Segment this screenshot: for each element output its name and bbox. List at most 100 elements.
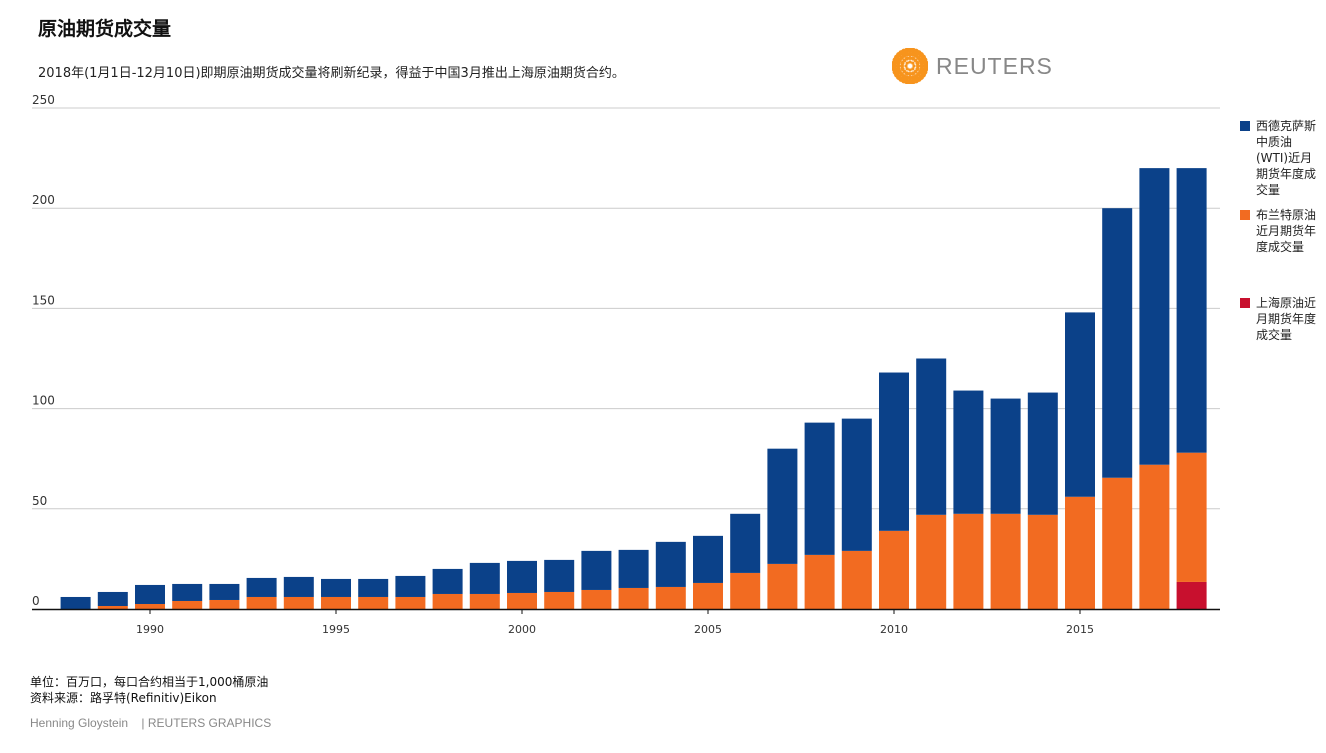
bar-segment	[693, 582, 723, 609]
logo-dot	[911, 67, 915, 71]
bar-segment	[97, 591, 128, 606]
y-tick-label: 0	[32, 594, 40, 608]
bar-segment	[209, 583, 240, 600]
bar-segment	[60, 596, 91, 609]
logo-dot	[908, 56, 912, 60]
logo-dot	[905, 67, 909, 71]
y-tick-label: 50	[32, 494, 47, 508]
bar-segment	[283, 596, 314, 609]
bar-segment	[693, 535, 723, 583]
bar-segment	[135, 603, 165, 609]
bar-segment	[879, 372, 909, 531]
logo-dot	[911, 61, 915, 65]
legend-label: 上海原油近月期货年度成交量	[1256, 296, 1317, 342]
unit-note: 单位：百万口，每口合约相当于1,000桶原油	[30, 675, 269, 689]
bar-segment	[916, 514, 947, 609]
bar-segment	[395, 596, 426, 609]
x-tick-label: 2010	[880, 623, 908, 636]
credit-org: | REUTERS GRAPHICS	[141, 716, 272, 730]
bar-segment	[655, 586, 686, 609]
chart-title: 原油期货成交量	[38, 18, 172, 40]
bar-segment	[97, 605, 128, 609]
x-tick-label: 1995	[322, 623, 350, 636]
bar-segment	[1139, 168, 1170, 465]
logo-dot	[905, 61, 909, 65]
bar-segment	[1065, 312, 1095, 497]
bar-segment	[1176, 168, 1207, 453]
bar-segment	[879, 530, 909, 609]
bar-segment	[321, 596, 351, 609]
bar-segment	[544, 591, 575, 609]
logo-dot	[900, 64, 904, 68]
legend-label: 西德克萨斯中质油(WTI)近月期货年度成交量	[1256, 119, 1317, 197]
bar-segment	[209, 599, 240, 609]
credit-author: Henning Gloystein	[30, 716, 129, 730]
bar-segment	[841, 418, 872, 551]
logo-dot	[908, 68, 912, 72]
logo-dot	[911, 71, 916, 76]
bar-segment	[841, 550, 872, 609]
legend-item-brent: 布兰特原油近月期货年度成交量	[1240, 207, 1320, 255]
y-tick-label: 250	[32, 93, 55, 107]
bar-segment	[395, 575, 426, 597]
x-tick-label: 2015	[1066, 623, 1094, 636]
bar-segment	[507, 560, 537, 593]
logo-dot	[904, 64, 908, 68]
y-tick-label: 200	[32, 193, 55, 207]
bar-segment	[730, 513, 761, 573]
x-tick-label: 1990	[136, 623, 164, 636]
bar-segment	[469, 562, 500, 594]
bar-segment	[1027, 392, 1058, 515]
bar-segment	[172, 600, 203, 609]
bar-segment	[953, 390, 984, 514]
bar-segment	[358, 578, 389, 597]
bar-segment	[172, 583, 203, 601]
legend-swatch	[1240, 121, 1250, 131]
logo-dot	[916, 64, 920, 68]
logo-dot	[912, 64, 916, 68]
bar-segment	[432, 568, 463, 594]
bar-segment	[953, 513, 984, 609]
bar-segment	[767, 563, 798, 609]
bar-segment	[544, 559, 575, 592]
bar-segment	[469, 593, 500, 609]
bar-segment	[246, 577, 277, 597]
logo-dot	[923, 60, 928, 66]
legend-swatch	[1240, 298, 1250, 308]
bar-segment	[804, 422, 835, 555]
bar-segment	[990, 513, 1021, 609]
credit: Henning Gloystein | REUTERS GRAPHICS	[30, 716, 271, 730]
bar-segment	[730, 572, 761, 609]
bar-segment	[618, 587, 649, 609]
legend-item-wti: 西德克萨斯中质油(WTI)近月期货年度成交量	[1240, 118, 1320, 198]
bar-segment	[321, 578, 351, 597]
logo-dot	[915, 60, 920, 65]
bar-segment	[1102, 477, 1133, 609]
bar-segment	[1027, 514, 1058, 609]
bar-segment	[1176, 452, 1207, 582]
bar-segment	[135, 584, 165, 604]
bar-segment	[804, 554, 835, 609]
bar-segment	[618, 549, 649, 588]
bar-segment	[1139, 464, 1170, 609]
bar-segment	[767, 448, 798, 564]
logo-dot	[908, 60, 912, 64]
legend-swatch	[1240, 210, 1250, 220]
reuters-dots-icon	[892, 48, 928, 84]
bar-segment	[1065, 496, 1095, 609]
x-tick-label: 2000	[508, 623, 536, 636]
bar-segment	[1102, 208, 1133, 478]
logo-dot	[919, 60, 924, 66]
bar-segment	[916, 358, 947, 515]
bar-segment	[283, 576, 314, 597]
bar-segment	[990, 398, 1021, 514]
logo-dot	[904, 56, 909, 61]
bar-segment	[246, 596, 277, 609]
bar-segment	[581, 589, 612, 609]
legend-item-shanghai: 上海原油近月期货年度成交量	[1240, 295, 1320, 343]
bar-segment	[507, 592, 537, 609]
bar-segment	[358, 596, 389, 609]
logo-text: REUTERS	[936, 52, 1053, 79]
y-tick-label: 150	[32, 293, 55, 307]
